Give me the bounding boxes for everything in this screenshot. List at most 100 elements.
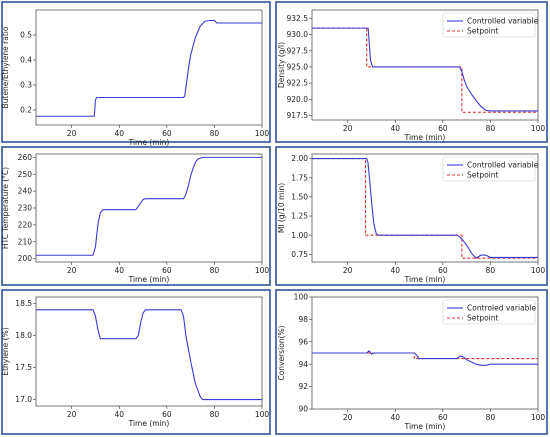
y-tick-label: 17.5 (15, 363, 32, 372)
y-tick-label: 0.2 (20, 106, 32, 115)
panel-frame-3 (1, 146, 271, 286)
plot-area (35, 153, 263, 263)
x-axis-label: Time (min) (404, 133, 446, 142)
controlled-variable-line (312, 27, 538, 112)
y-tick-label: 1.25 (291, 212, 308, 221)
x-tick-label: 20 (343, 413, 353, 422)
x-tick-label: 100 (531, 124, 546, 133)
y-tick-label: 200 (18, 254, 33, 263)
x-axis-label: Time (min) (128, 138, 170, 147)
panel-frame-6 (275, 289, 548, 435)
x-tick-label: 40 (390, 124, 400, 133)
chart-density: 20 40 60 80 100 917.5 920.0 922.5 925.0 927.5 930.… (277, 9, 546, 142)
y-tick-label: 1.00 (291, 231, 308, 240)
y-tick-label: 930.0 (287, 30, 309, 39)
y-tick-label: 210 (18, 237, 33, 246)
y-tick-label: 18.5 (15, 299, 32, 308)
x-tick-label: 60 (162, 410, 172, 419)
x-tick-label: 80 (210, 129, 220, 138)
x-tick-label: 100 (255, 410, 270, 419)
legend-label: Setpoint (467, 171, 499, 180)
x-tick-label: 40 (114, 129, 124, 138)
x-tick-label: 60 (438, 266, 448, 275)
x-axis-label: Time (min) (404, 275, 446, 284)
y-tick-label: 0.4 (20, 56, 32, 65)
y-tick-label: 1.50 (291, 192, 308, 201)
y-axis-label: HTC Temperature (°C) (1, 167, 10, 249)
legend-label: Controled variable (467, 304, 537, 313)
x-tick-label: 20 (67, 129, 77, 138)
x-tick-label: 40 (114, 410, 124, 419)
x-tick-label: 60 (438, 124, 448, 133)
y-tick-label: 0.75 (291, 250, 308, 259)
controlled-variable-line (36, 156, 262, 256)
chart-mi: 20 40 60 80 100 0.75 1.00 1.25 1.50 1.75 2.00 Time … (277, 153, 546, 284)
controlled-variable-line (312, 350, 538, 366)
plot-area (35, 296, 263, 407)
x-tick-label: 60 (162, 129, 172, 138)
legend-label: Setpoint (467, 27, 499, 36)
x-axis-label: Time (min) (128, 419, 170, 428)
x-tick-label: 20 (343, 124, 353, 133)
x-tick-label: 60 (162, 266, 172, 275)
plot-area (35, 9, 263, 126)
legend-label: Controlled variable (467, 17, 539, 26)
controlled-variable-line (312, 158, 538, 259)
y-tick-label: 96 (298, 337, 308, 346)
y-tick-label: 260 (18, 153, 33, 162)
x-tick-label: 20 (343, 266, 353, 275)
y-tick-label: 220 (18, 220, 33, 229)
y-tick-label: 927.5 (287, 46, 309, 55)
x-tick-label: 20 (67, 410, 77, 419)
y-tick-label: 230 (18, 204, 33, 213)
y-tick-label: 932.5 (287, 14, 309, 23)
x-tick-label: 100 (531, 266, 546, 275)
y-tick-label: 250 (18, 170, 33, 179)
x-tick-label: 80 (486, 124, 496, 133)
x-tick-label: 80 (486, 266, 496, 275)
x-tick-label: 100 (255, 266, 270, 275)
x-tick-label: 60 (438, 413, 448, 422)
y-axis-label: MI (g/10 min) (277, 183, 286, 233)
y-tick-label: 917.5 (287, 111, 309, 120)
y-tick-label: 100 (294, 293, 309, 302)
chart-ethylene: 20 40 60 80 100 17.0 17.5 18.0 18.5 Time (min) Eth… (1, 296, 270, 428)
legend (442, 12, 536, 38)
legend (442, 156, 536, 182)
x-axis-label: Time (min) (128, 275, 170, 284)
y-tick-label: 240 (18, 187, 33, 196)
x-tick-label: 40 (390, 413, 400, 422)
legend (442, 299, 536, 325)
y-tick-label: 98 (298, 315, 308, 324)
x-tick-label: 80 (210, 410, 220, 419)
y-tick-label: 920.0 (287, 95, 309, 104)
y-tick-label: 94 (298, 360, 308, 369)
controlled-variable-line (36, 309, 262, 401)
y-axis-label: Density (g/l) (277, 42, 286, 88)
x-tick-label: 40 (114, 266, 124, 275)
x-tick-label: 80 (210, 266, 220, 275)
chart-conversion: 20 40 60 80 100 90 92 94 96 98 100 Time (min) Conver… (277, 293, 545, 431)
y-tick-label: 922.5 (287, 79, 309, 88)
controlled-variable-line (36, 19, 262, 117)
y-tick-label: 92 (298, 382, 308, 391)
x-axis-label: Time (min) (404, 422, 446, 431)
y-axis-label: Conversion(%) (277, 325, 286, 380)
chart-htc-temperature: 20 40 60 80 100 200 210 220 230 240 250 260 Time (mi… (1, 153, 269, 284)
x-tick-label: 80 (486, 413, 496, 422)
panel-frame-4 (275, 146, 548, 286)
panel-frame-2 (275, 1, 548, 143)
panel-frame-1 (1, 1, 271, 143)
y-tick-label: 925.0 (287, 63, 309, 72)
x-tick-label: 100 (255, 129, 270, 138)
x-tick-label: 20 (67, 266, 77, 275)
x-tick-label: 40 (390, 266, 400, 275)
panel-frame-5 (1, 289, 271, 435)
x-tick-label: 100 (531, 413, 546, 422)
legend-label: Controlled variable (467, 161, 539, 170)
y-tick-label: 0.5 (20, 31, 32, 40)
y-tick-label: 90 (298, 405, 308, 414)
y-tick-label: 18.0 (15, 331, 32, 340)
y-tick-label: 2.00 (291, 154, 308, 163)
